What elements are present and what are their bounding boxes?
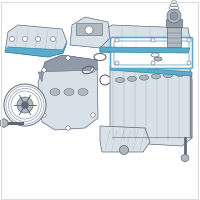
Circle shape [4,84,46,126]
Polygon shape [38,55,98,82]
Polygon shape [70,17,110,48]
Ellipse shape [50,88,60,96]
Circle shape [167,9,181,23]
Polygon shape [0,118,8,128]
Circle shape [85,26,93,34]
Bar [76,23,102,35]
Circle shape [10,98,24,112]
Polygon shape [190,70,192,138]
Circle shape [120,146,128,154]
Circle shape [17,97,33,113]
Circle shape [22,102,29,108]
Ellipse shape [78,88,88,96]
Polygon shape [5,42,67,57]
Circle shape [170,12,178,20]
Bar [167,25,181,47]
Circle shape [91,68,95,72]
Circle shape [187,38,191,42]
Circle shape [42,68,46,72]
Polygon shape [38,55,98,130]
Circle shape [22,36,28,42]
Polygon shape [110,66,192,76]
Polygon shape [100,126,150,152]
Circle shape [42,113,46,117]
Ellipse shape [116,77,124,82]
Polygon shape [110,62,192,146]
Circle shape [115,38,119,42]
Ellipse shape [151,53,159,57]
Ellipse shape [164,73,172,78]
Polygon shape [5,25,67,57]
Ellipse shape [140,75,148,80]
Ellipse shape [154,57,162,61]
FancyBboxPatch shape [114,41,189,65]
Polygon shape [100,47,190,53]
Ellipse shape [152,74,160,79]
Bar [166,19,182,27]
Circle shape [91,113,95,117]
Polygon shape [100,25,190,55]
Ellipse shape [176,72,184,76]
Circle shape [10,36,14,42]
Circle shape [36,36,40,42]
Circle shape [187,61,191,65]
Circle shape [50,36,56,42]
Circle shape [151,38,155,42]
Circle shape [66,56,70,60]
Polygon shape [182,154,188,162]
Circle shape [151,61,155,65]
Ellipse shape [128,76,136,81]
FancyBboxPatch shape [110,38,192,68]
Ellipse shape [64,88,74,96]
Circle shape [115,61,119,65]
Circle shape [66,126,70,130]
